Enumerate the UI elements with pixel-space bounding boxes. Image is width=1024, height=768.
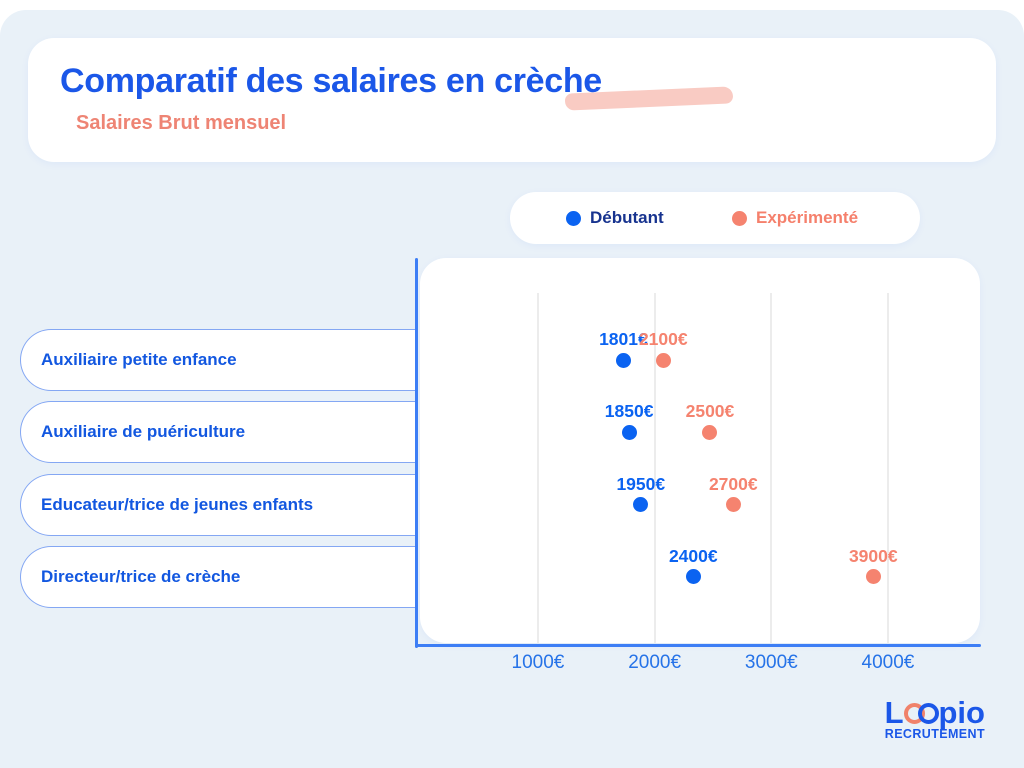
gridline-3000 — [770, 293, 773, 643]
category-pill: Educateur/trice de jeunes enfants — [20, 473, 416, 536]
chart-legend: Débutant Expérimenté — [510, 192, 920, 244]
data-point — [633, 497, 649, 513]
data-point-label: 2100€ — [638, 329, 688, 349]
data-point-label: 2700€ — [708, 473, 758, 494]
logo-text-prefix: L — [884, 695, 904, 730]
legend-label: Débutant — [590, 208, 664, 227]
gridline-2000 — [653, 293, 656, 643]
legend-dot-icon — [732, 210, 747, 226]
x-axis-tick-label: 1000€ — [511, 652, 565, 673]
data-point-label: 2400€ — [668, 545, 718, 566]
data-point — [685, 569, 701, 585]
page-title: Comparatif des salaires en crèche — [60, 62, 602, 100]
x-axis-tick-label: 3000€ — [744, 652, 798, 673]
category-label: Auxiliaire de puériculture — [41, 422, 246, 442]
data-point — [615, 352, 631, 368]
header-card: Comparatif des salaires en crèche Salair… — [28, 38, 996, 162]
legend-item-experimente: Expérimenté — [732, 192, 858, 244]
data-point-label: 3900€ — [848, 545, 898, 566]
logo-ring-blue-icon — [917, 703, 939, 724]
gridline-4000 — [886, 293, 889, 643]
chart-plot-area — [420, 258, 980, 643]
logo-tagline: RECRUTEMENT — [884, 727, 985, 741]
gridline-1000 — [536, 293, 539, 643]
page-subtitle: Salaires Brut mensuel — [76, 112, 287, 134]
category-label: Educateur/trice de jeunes enfants — [41, 494, 314, 514]
legend-item-debutant: Débutant — [566, 192, 664, 244]
legend-label: Expérimenté — [756, 208, 859, 227]
data-point-label: 1850€ — [604, 401, 654, 422]
category-pill: Directeur/trice de crèche — [20, 545, 416, 608]
data-point — [702, 424, 718, 440]
category-label: Directeur/trice de crèche — [41, 566, 241, 586]
data-point — [865, 569, 881, 585]
category-pill: Auxiliaire de puériculture — [20, 401, 416, 464]
data-point-label: 2500€ — [685, 401, 735, 422]
x-axis-tick-label: 2000€ — [628, 652, 682, 673]
data-point-label: 1950€ — [616, 473, 666, 494]
data-point — [655, 352, 671, 368]
y-axis-line — [415, 258, 418, 648]
data-point — [621, 424, 637, 440]
data-point-label: 1801€ — [599, 329, 648, 349]
legend-dot-icon — [566, 210, 581, 226]
x-axis-line — [415, 644, 981, 647]
category-pill: Auxiliaire petite enfance — [20, 329, 416, 391]
logo-text-suffix: pio — [938, 695, 986, 730]
x-axis-tick-label: 4000€ — [861, 652, 915, 673]
data-point — [725, 497, 741, 513]
category-label: Auxiliaire petite enfance — [41, 350, 237, 369]
